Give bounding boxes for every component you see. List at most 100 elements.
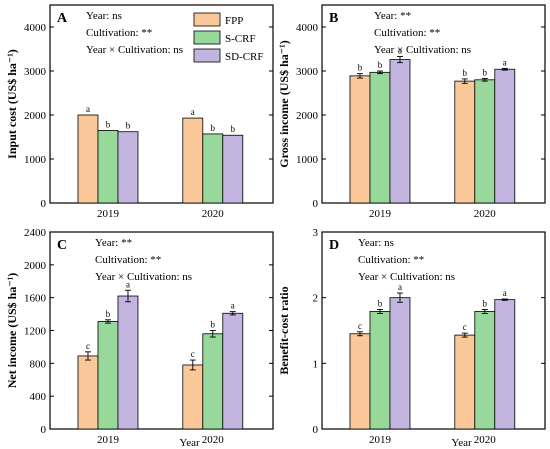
y-tick-label: 1200 [24,326,47,338]
stat-line: Year × Cultivation: ns [86,44,183,56]
x-tick-label: 2020 [474,208,497,220]
y-axis-title: Gross income (US$ ha⁻¹) [277,40,291,167]
bar-sd-crf [494,299,516,430]
significance-letter: a [503,57,507,67]
x-tick-label: 2020 [202,208,225,220]
panel-letter: D [329,238,339,253]
x-tick-label: 2019 [97,208,120,220]
significance-letter: a [126,279,130,289]
plot-frame [321,4,546,204]
plot-frame [321,231,546,430]
panel-letter: B [329,11,338,26]
bar-s-crf [369,311,391,430]
y-tick-label: 3 [313,227,319,239]
x-tick-label: 2020 [202,434,225,446]
stat-line: Cultivation: ** [374,27,440,39]
y-tick-label: 0 [313,424,319,436]
panel-B: 0 1000 2000 3000 4000 Gross income (US$ ha⁻¹)… [277,4,546,220]
bar-fpp [454,334,476,430]
bar-fpp [77,355,99,430]
stat-line: Year: ** [95,237,132,249]
significance-letter: a [231,301,235,311]
stat-line: Cultivation: ** [95,254,161,266]
stat-line: Cultivation: ** [86,27,152,39]
significance-letter: b [378,298,383,308]
panel-C: 0 400 800 1200 1600 2000 2400 Net income (US$ h… [5,227,274,449]
significance-letter: b [211,320,216,330]
bar-fpp [454,80,476,204]
y-tick-label: 4000 [24,22,47,34]
y-tick-label: 3000 [24,66,47,78]
stat-line: Year × Cultivation: ns [95,271,192,283]
significance-letter: a [398,45,402,55]
panel-A: 0 1000 2000 3000 4000 Input cost (US$ ha⁻¹) A Y… [5,4,274,220]
stat-line: Year × Cultivation: ns [358,271,455,283]
significance-letter: c [191,349,195,359]
stat-line: Year × Cultivation: ns [374,44,471,56]
y-tick-label: 2400 [24,227,47,239]
significance-letter: b [106,119,111,129]
plot-frame [49,4,274,204]
significance-letter: c [86,341,90,351]
bar-sd-crf [494,68,516,204]
legend-label: S-CRF [225,33,256,45]
x-tick-label: 2019 [369,434,392,446]
bar-fpp [182,364,204,430]
y-tick-label: 0 [313,198,319,210]
significance-letter: b [231,124,236,134]
bar-fpp [349,333,371,430]
significance-letter: a [503,288,507,298]
y-tick-label: 800 [30,358,47,370]
y-tick-label: 0 [41,424,47,436]
x-axis-title: Year [451,437,472,449]
bar-s-crf [474,311,496,430]
bar-s-crf [202,133,224,204]
significance-letter: a [191,107,195,117]
significance-letter: b [378,60,383,70]
bar-fpp [182,117,204,204]
bar-sd-crf [389,59,411,204]
significance-letter: a [398,282,402,292]
significance-letter: b [358,63,363,73]
bar-sd-crf [222,312,244,430]
bar-sd-crf [222,134,244,204]
y-tick-label: 2000 [24,260,47,272]
x-axis-title: Year [179,437,200,449]
y-tick-label: 3000 [296,66,319,78]
bar-fpp [77,114,99,204]
panel-letter: A [57,11,68,26]
legend-swatch-s-crf [193,30,221,45]
y-tick-label: 4000 [296,22,319,34]
y-axis-title: Benefit-cost ratio [277,286,291,374]
y-tick-label: 2 [313,293,319,305]
y-tick-label: 1 [313,358,319,370]
legend-label: FPP [225,15,243,27]
significance-letter: b [211,123,216,133]
significance-letter: b [483,298,488,308]
bar-s-crf [97,129,119,204]
bar-fpp [349,75,371,204]
y-tick-label: 400 [30,391,47,403]
y-tick-label: 1000 [24,154,47,166]
y-tick-label: 1000 [296,154,319,166]
significance-letter: a [86,104,90,114]
significance-letter: b [483,67,488,77]
stat-line: Cultivation: ** [358,254,424,266]
y-tick-label: 2000 [24,110,47,122]
bar-sd-crf [117,295,139,430]
significance-letter: c [463,322,467,332]
y-tick-label: 2000 [296,110,319,122]
significance-letter: c [358,321,362,331]
legend-swatch-fpp [193,12,221,27]
bar-s-crf [369,71,391,204]
x-tick-label: 2020 [474,434,497,446]
stat-line: Year: ** [374,10,411,22]
y-axis-title: Input cost (US$ ha⁻¹) [5,49,19,159]
y-axis-title: Net income (US$ ha⁻¹) [5,273,19,389]
bar-s-crf [202,333,224,430]
x-tick-label: 2019 [97,434,120,446]
stat-line: Year: ns [86,10,122,22]
legend-swatch-sd-crf [193,48,221,63]
y-tick-label: 1600 [24,293,47,305]
